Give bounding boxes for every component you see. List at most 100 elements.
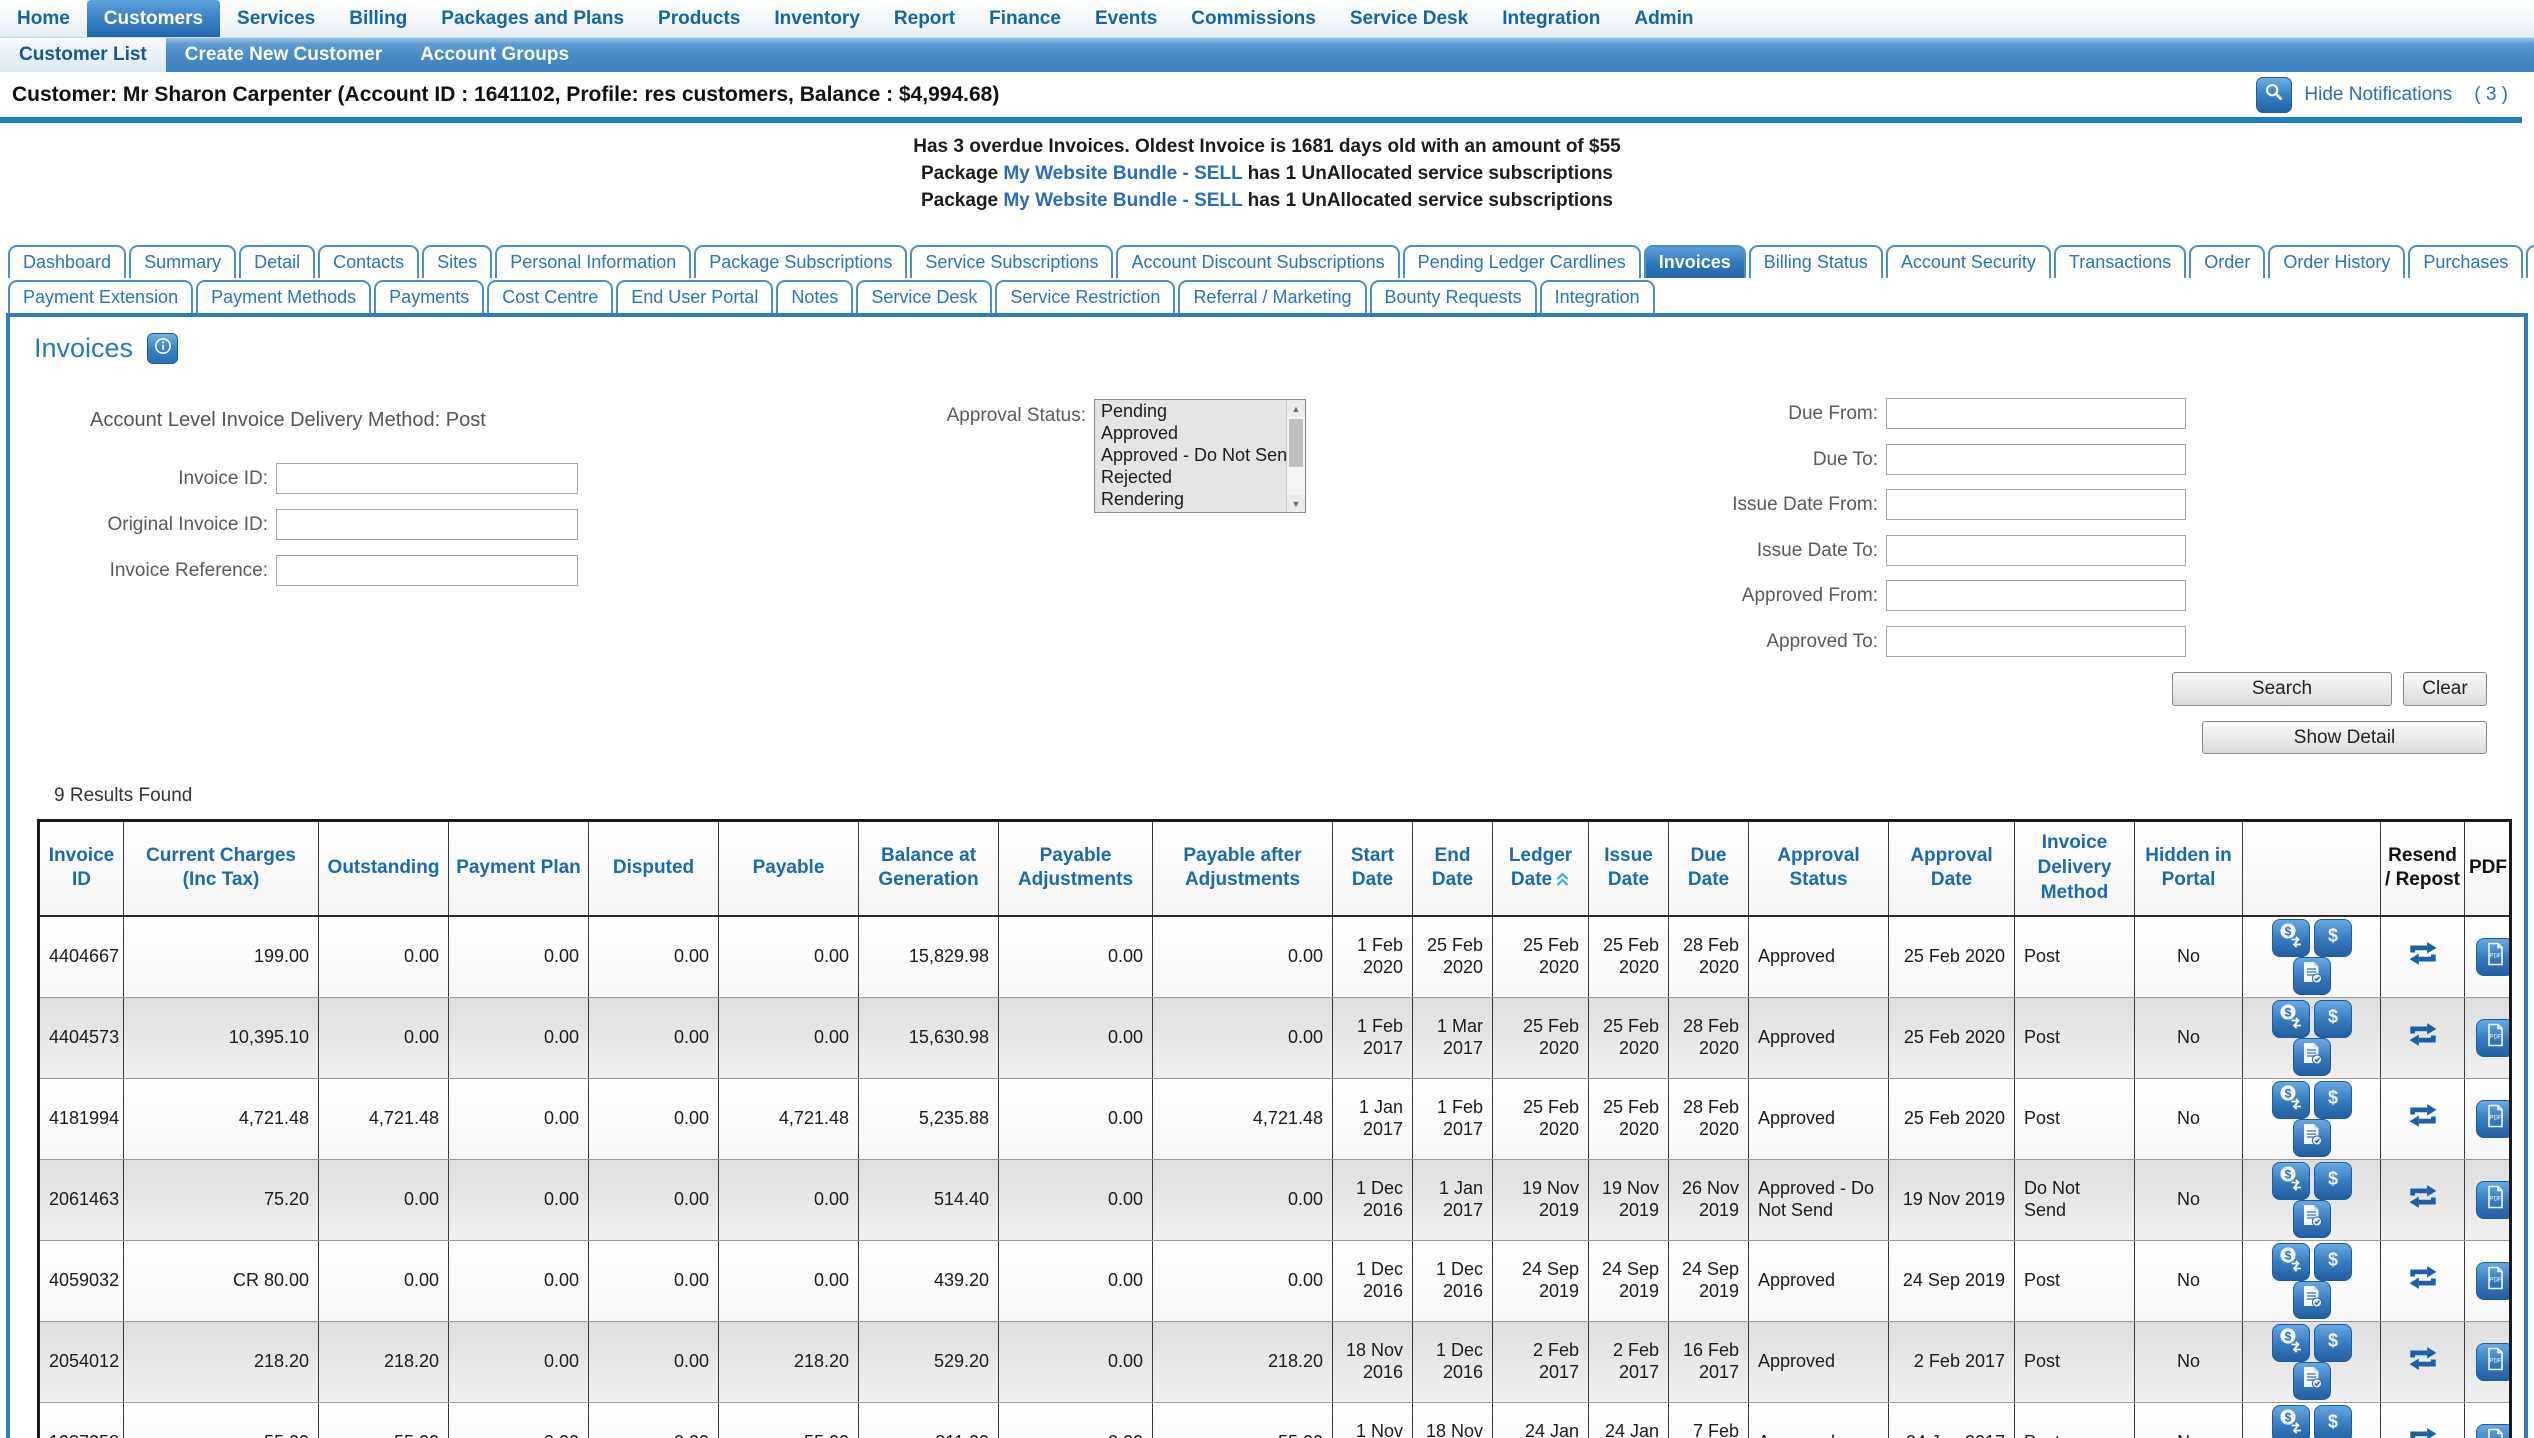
tab-referral-marketing[interactable]: Referral / Marketing [1178,280,1366,313]
scroll-down-icon[interactable]: ▼ [1287,495,1305,512]
approval-status-option[interactable]: Approved - Do Not Send [1095,444,1305,466]
approval-status-option[interactable]: Rejected [1095,466,1305,488]
tab-order[interactable]: Order [2189,245,2265,278]
allocate-payment-button[interactable]: $ [2272,1000,2310,1038]
show-detail-button[interactable]: Show Detail [2202,721,2487,754]
approve-invoice-button[interactable] [2293,1200,2331,1238]
take-payment-button[interactable]: $ [2314,1405,2352,1438]
col-header-invoice-id[interactable]: Invoice ID [39,821,124,916]
tab-transactions[interactable]: Transactions [2054,245,2186,278]
tab-payment-plan[interactable]: Payment Plan [2526,245,2534,278]
due-to-input[interactable] [1886,444,2186,475]
resend-repost-button[interactable] [2403,1426,2443,1438]
nav-item-services[interactable]: Services [220,0,332,37]
resend-repost-button[interactable] [2403,1264,2443,1298]
tab-sites[interactable]: Sites [422,245,492,278]
tab-payment-extension[interactable]: Payment Extension [8,280,193,313]
approve-invoice-button[interactable] [2293,1038,2331,1076]
tab-service-desk[interactable]: Service Desk [856,280,992,313]
take-payment-button[interactable]: $ [2314,919,2352,957]
take-payment-button[interactable]: $ [2314,1324,2352,1362]
listbox-scrollbar[interactable]: ▲ ▼ [1286,400,1305,512]
col-header-start-date[interactable]: Start Date [1333,821,1413,916]
approval-status-option[interactable]: Pending [1095,400,1305,422]
hide-notifications-link[interactable]: Hide Notifications [2304,84,2452,106]
tab-service-subscriptions[interactable]: Service Subscriptions [910,245,1113,278]
nav-item-customers[interactable]: Customers [87,0,220,37]
take-payment-button[interactable]: $ [2314,1162,2352,1200]
allocate-payment-button[interactable]: $ [2272,1162,2310,1200]
nav-item-packages-and-plans[interactable]: Packages and Plans [424,0,641,37]
pdf-button[interactable]: PDF [2476,938,2511,976]
nav-item-service-desk[interactable]: Service Desk [1333,0,1485,37]
col-header-payable-adjustments[interactable]: Payable Adjustments [999,821,1153,916]
tab-payments[interactable]: Payments [374,280,484,313]
scroll-up-icon[interactable]: ▲ [1287,400,1305,417]
allocate-payment-button[interactable]: $ [2272,919,2310,957]
tab-bounty-requests[interactable]: Bounty Requests [1370,280,1537,313]
col-header-invoice-delivery-method[interactable]: Invoice Delivery Method [2015,821,2135,916]
col-header-ledger-date[interactable]: Ledger Date [1493,821,1589,916]
tab-service-restriction[interactable]: Service Restriction [995,280,1175,313]
nav-item-finance[interactable]: Finance [972,0,1078,37]
invoice-reference-input[interactable] [276,555,578,586]
tab-contacts[interactable]: Contacts [318,245,419,278]
tab-account-security[interactable]: Account Security [1886,245,2051,278]
approve-invoice-button[interactable] [2293,1119,2331,1157]
col-header-issue-date[interactable]: Issue Date [1589,821,1669,916]
tab-payment-methods[interactable]: Payment Methods [196,280,371,313]
resend-repost-button[interactable] [2403,940,2443,974]
resend-repost-button[interactable] [2403,1345,2443,1379]
nav-item-events[interactable]: Events [1078,0,1174,37]
nav-item-integration[interactable]: Integration [1485,0,1617,37]
search-button[interactable]: Search [2172,672,2392,706]
tab-purchases[interactable]: Purchases [2408,245,2523,278]
nav-item-home[interactable]: Home [0,0,87,37]
approve-invoice-button[interactable] [2293,1362,2331,1400]
approve-invoice-button[interactable] [2293,1281,2331,1319]
pdf-button[interactable]: PDF [2476,1424,2511,1438]
notifications-search-button[interactable] [2256,77,2292,113]
subnav-item-customer-list[interactable]: Customer List [0,38,166,72]
approve-invoice-button[interactable] [2293,957,2331,995]
scrollbar-thumb[interactable] [1289,419,1303,467]
clear-button[interactable]: Clear [2403,672,2487,706]
original-invoice-id-input[interactable] [276,509,578,540]
col-header-balance-at-generation[interactable]: Balance at Generation [859,821,999,916]
invoice-id-input[interactable] [276,463,578,494]
subnav-item-create-new-customer[interactable]: Create New Customer [166,38,401,72]
pdf-button[interactable]: PDF [2476,1019,2511,1057]
tab-dashboard[interactable]: Dashboard [8,245,126,278]
tab-personal-information[interactable]: Personal Information [495,245,691,278]
info-button[interactable] [147,333,178,364]
pdf-button[interactable]: PDF [2476,1100,2511,1138]
nav-item-inventory[interactable]: Inventory [757,0,877,37]
tab-integration[interactable]: Integration [1540,280,1655,313]
tab-detail[interactable]: Detail [239,245,315,278]
nav-item-commissions[interactable]: Commissions [1174,0,1333,37]
allocate-payment-button[interactable]: $ [2272,1081,2310,1119]
pdf-button[interactable]: PDF [2476,1262,2511,1300]
col-header-end-date[interactable]: End Date [1413,821,1493,916]
col-header-payable[interactable]: Payable [719,821,859,916]
nav-item-billing[interactable]: Billing [332,0,424,37]
tab-notes[interactable]: Notes [776,280,853,313]
due-from-input[interactable] [1886,398,2186,429]
col-header-due-date[interactable]: Due Date [1669,821,1749,916]
col-header-hidden-in-portal[interactable]: Hidden in Portal [2135,821,2243,916]
col-header-outstanding[interactable]: Outstanding [319,821,449,916]
tab-package-subscriptions[interactable]: Package Subscriptions [694,245,907,278]
approved-to-input[interactable] [1886,626,2186,657]
col-header-approval-status[interactable]: Approval Status [1749,821,1889,916]
nav-item-report[interactable]: Report [877,0,972,37]
nav-item-admin[interactable]: Admin [1617,0,1710,37]
tab-billing-status[interactable]: Billing Status [1749,245,1883,278]
issue-date-to-input[interactable] [1886,535,2186,566]
take-payment-button[interactable]: $ [2314,1243,2352,1281]
tab-account-discount-subscriptions[interactable]: Account Discount Subscriptions [1116,245,1399,278]
tab-pending-ledger-cardlines[interactable]: Pending Ledger Cardlines [1403,245,1641,278]
tab-order-history[interactable]: Order History [2268,245,2405,278]
take-payment-button[interactable]: $ [2314,1081,2352,1119]
package-link[interactable]: My Website Bundle - SELL [1003,163,1242,184]
tab-cost-centre[interactable]: Cost Centre [487,280,613,313]
